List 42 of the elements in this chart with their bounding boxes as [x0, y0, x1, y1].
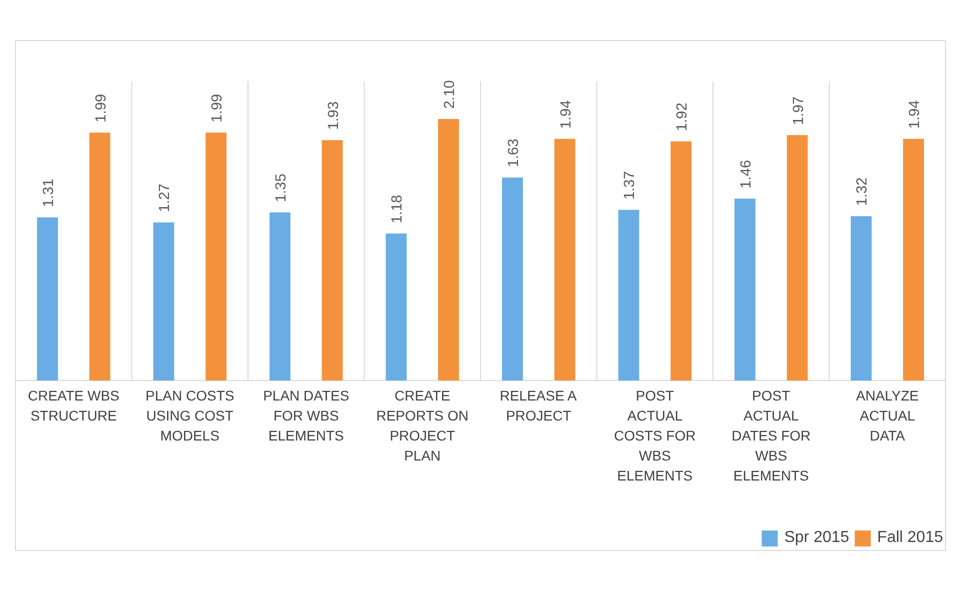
- data-label: 1.93: [326, 101, 342, 130]
- legend-label: Fall 2015: [877, 529, 943, 547]
- bar: [270, 212, 290, 380]
- x-tick-label: CREATE REPORTS ON PROJECT PLAN: [376, 387, 469, 464]
- bar: [850, 216, 872, 380]
- bar: [670, 141, 692, 380]
- bar: [37, 217, 58, 380]
- bar: [438, 118, 459, 380]
- bar: [786, 135, 808, 380]
- bar: [322, 140, 343, 380]
- data-label: 1.63: [506, 138, 522, 168]
- data-label: 1.97: [790, 96, 807, 125]
- data-label: 2.10: [442, 80, 458, 109]
- bar: [502, 177, 523, 380]
- data-label: 1.94: [558, 100, 574, 129]
- x-tick-label: CREATE WBS STRUCTURE: [28, 387, 120, 424]
- bar: [153, 222, 174, 380]
- bar: [206, 132, 226, 380]
- x-tick-label: POST ACTUAL DATES FOR WBS ELEMENTS: [732, 387, 811, 484]
- bar: [89, 132, 110, 380]
- x-tick-label: RELEASE A PROJECT: [500, 387, 578, 424]
- bar: [386, 234, 407, 380]
- bar: [618, 210, 640, 380]
- data-label: 1.35: [273, 174, 290, 202]
- data-label: 1.27: [157, 184, 174, 212]
- data-label: 1.92: [674, 102, 691, 132]
- data-label: 1.99: [93, 94, 110, 122]
- x-tick-label: PLAN DATES FOR WBS ELEMENTS: [263, 387, 350, 444]
- data-label: 1.32: [854, 177, 871, 206]
- data-label: 1.37: [622, 171, 638, 200]
- data-label: 1.31: [40, 178, 57, 208]
- bar: [734, 198, 756, 380]
- data-label: 1.46: [738, 160, 754, 188]
- bar: [903, 138, 924, 380]
- data-label: 1.99: [210, 94, 226, 122]
- legend-label: Spr 2015: [784, 529, 850, 547]
- x-tick-label: POST ACTUAL COSTS FOR WBS ELEMENTS: [614, 387, 696, 484]
- data-label: 1.18: [390, 194, 406, 224]
- x-tick-label: ANALYZE ACTUAL DATA: [856, 387, 919, 444]
- data-label: 1.94: [907, 100, 924, 129]
- x-tick-label: PLAN COSTS USING COST MODELS: [146, 387, 234, 444]
- bar: [554, 138, 576, 380]
